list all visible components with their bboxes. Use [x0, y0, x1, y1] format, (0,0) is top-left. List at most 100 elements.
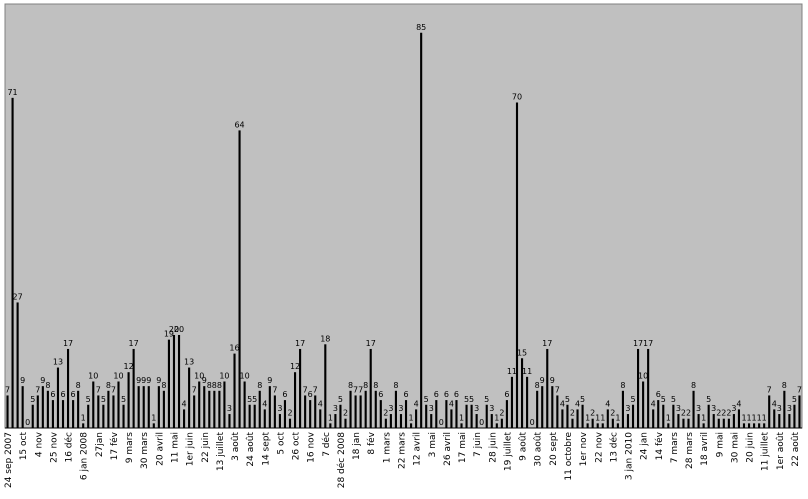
bar: [384, 418, 387, 428]
bar: [273, 395, 276, 428]
data-label: 7: [5, 385, 10, 394]
data-label: 8: [257, 381, 262, 390]
data-label: 9: [550, 376, 555, 385]
bar: [107, 390, 110, 428]
bar: [470, 404, 473, 428]
data-label: 3: [388, 404, 393, 413]
data-label: 3: [429, 404, 434, 413]
data-label: 5: [101, 395, 106, 404]
bar: [228, 414, 231, 428]
bar: [394, 390, 397, 428]
bar: [389, 414, 392, 428]
bar: [768, 395, 771, 428]
bar: [717, 418, 720, 428]
bar: [334, 414, 337, 428]
data-label: 2: [383, 409, 388, 418]
bar: [677, 414, 680, 428]
bar: [490, 414, 493, 428]
bar: [788, 414, 791, 428]
x-tick-label: 4 nov: [34, 431, 44, 457]
data-label: 1: [459, 413, 464, 422]
x-tick-label: 28 juin: [488, 432, 498, 463]
x-tick-label: 22 août: [791, 432, 801, 467]
bar: [36, 395, 39, 428]
bar: [51, 400, 54, 428]
data-label: 5: [792, 395, 797, 404]
data-label: 18: [320, 334, 330, 343]
bar: [712, 414, 715, 428]
data-label: 3: [696, 404, 701, 413]
data-label: 1: [585, 413, 590, 422]
data-label: 17: [129, 339, 139, 348]
bar: [404, 400, 408, 428]
data-label: 64: [234, 120, 244, 129]
x-tick-label: 3 août: [231, 432, 241, 461]
data-label: 5: [661, 395, 666, 404]
bar: [132, 348, 135, 428]
data-label: 20: [174, 325, 184, 334]
data-label: 3: [787, 404, 792, 413]
data-label: 8: [207, 381, 212, 390]
data-label: 2: [716, 409, 721, 418]
x-tick-label: 14 fév: [654, 431, 665, 460]
data-label: 9: [267, 376, 272, 385]
bar: [430, 414, 433, 428]
data-label: 3: [731, 404, 736, 413]
data-label: 17: [295, 339, 305, 348]
bar: [576, 409, 579, 428]
bar: [77, 390, 80, 428]
data-label: 5: [30, 395, 35, 404]
data-label: 17: [63, 339, 73, 348]
data-label: 4: [560, 399, 565, 408]
bar: [520, 358, 524, 428]
data-label: 5: [565, 395, 570, 404]
data-label: 5: [464, 395, 469, 404]
data-label: 4: [772, 399, 777, 408]
data-label: 10: [194, 372, 204, 381]
x-tick-label: 30 mai: [730, 432, 740, 463]
bar: [616, 423, 619, 428]
data-label: 5: [580, 395, 585, 404]
bar: [621, 390, 624, 428]
data-label: 1: [741, 413, 746, 422]
x-tick-label: 30 mars: [140, 432, 150, 469]
bar: [213, 390, 216, 428]
data-label: 7: [192, 385, 197, 394]
bar: [223, 381, 226, 428]
x-tick-label: 1er août: [776, 432, 786, 471]
data-label: 2: [570, 409, 575, 418]
bar: [753, 423, 756, 428]
data-label: 6: [656, 390, 661, 399]
data-label: 1: [762, 413, 767, 422]
bar: [526, 376, 529, 428]
data-label: 9: [156, 376, 161, 385]
data-label: 6: [282, 390, 287, 399]
bar: [515, 102, 519, 428]
data-label: 17: [643, 339, 653, 348]
bar: [697, 414, 700, 428]
bar: [425, 404, 428, 428]
data-label: 19: [164, 330, 174, 339]
bar: [293, 372, 297, 428]
bar: [399, 414, 403, 428]
bar: [304, 395, 307, 428]
data-label: 3: [489, 404, 494, 413]
bar: [288, 418, 292, 428]
bar: [707, 404, 710, 428]
data-label: 17: [542, 339, 552, 348]
bar: [546, 348, 549, 428]
data-label: 8: [393, 381, 398, 390]
x-tick-label: 17 mai: [458, 432, 468, 463]
bar: [16, 302, 19, 428]
data-label: 7: [35, 385, 40, 394]
data-label: 12: [290, 362, 300, 371]
data-label: 6: [308, 390, 313, 399]
data-label: 12: [123, 362, 133, 371]
x-tick-label: 14 sept: [261, 432, 271, 466]
bar: [283, 400, 287, 428]
data-label: 8: [106, 381, 111, 390]
data-label: 10: [219, 372, 229, 381]
x-tick-label: 11 octobre: [564, 432, 574, 481]
data-label: 6: [60, 390, 65, 399]
